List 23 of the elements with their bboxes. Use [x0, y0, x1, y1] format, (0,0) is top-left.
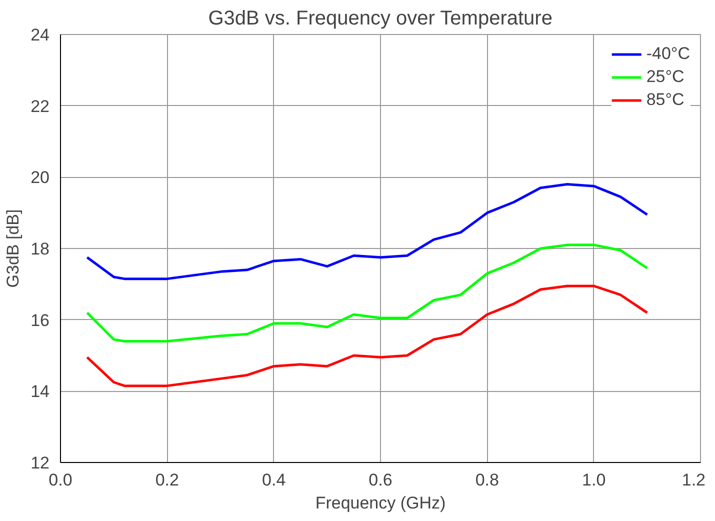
x-tick-label: 0.8: [475, 470, 499, 490]
y-tick-label: 18: [30, 240, 50, 258]
line-series: [86, 183, 648, 280]
y-tick-label: 14: [30, 382, 50, 402]
line-series: [86, 244, 648, 342]
x-axis-title: Frequency (GHz): [315, 494, 446, 512]
y-tick-label: 24: [30, 26, 50, 44]
x-tick-label: 0.6: [368, 470, 392, 490]
y-tick-label: 16: [30, 310, 50, 330]
legend-label: -40°C: [646, 44, 690, 64]
y-tick-label: 20: [30, 168, 50, 188]
legend-label: 25°C: [646, 67, 684, 87]
x-tick-label: 1.2: [682, 470, 706, 490]
y-tick-label: 12: [30, 454, 50, 472]
y-axis-title: G3dB [dB]: [4, 209, 23, 288]
y-tick-label: 22: [30, 96, 50, 116]
x-tick-label: 0.0: [48, 470, 72, 490]
x-tick-label: 0.2: [155, 470, 179, 490]
chart-title: G3dB vs. Frequency over Temperature: [208, 8, 552, 30]
legend-label: 85°C: [646, 90, 684, 110]
x-tick-label: 0.4: [262, 470, 286, 490]
line-series: [86, 284, 648, 388]
x-tick-label: 1.0: [582, 470, 606, 490]
